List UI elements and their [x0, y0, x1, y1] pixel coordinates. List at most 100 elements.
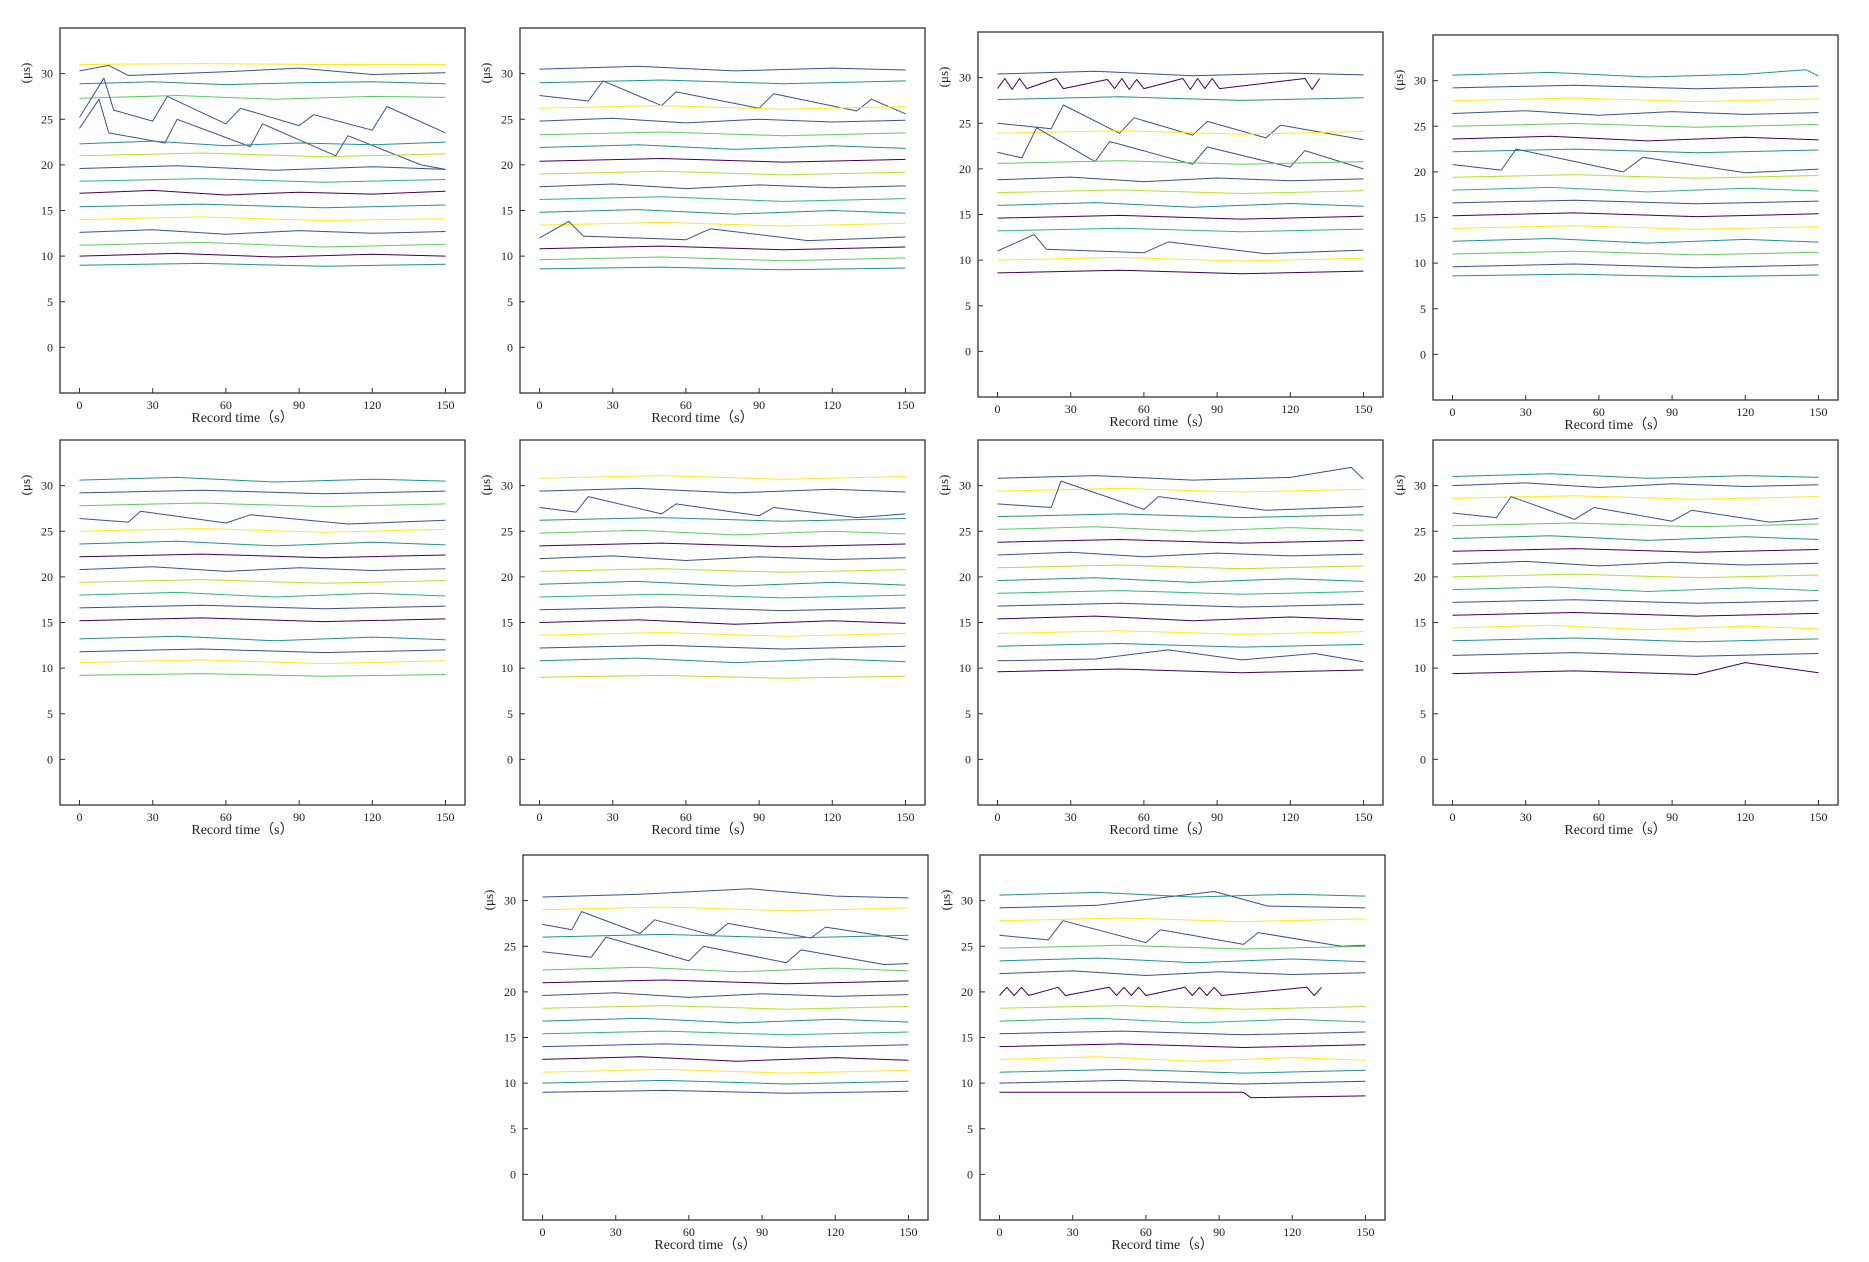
y-tick-label: 25 [501, 524, 513, 538]
series-line [1452, 652, 1819, 657]
y-tick-label: 10 [1414, 661, 1426, 675]
series-line [1452, 263, 1819, 269]
x-axis-label: Record time（s） [1564, 822, 1666, 838]
series-line [542, 1005, 909, 1010]
series-line [542, 906, 909, 912]
series-line [79, 540, 446, 547]
y-tick-label: 15 [1414, 616, 1426, 630]
series-line [997, 526, 1364, 532]
series-line [1452, 186, 1819, 193]
series-line [79, 528, 446, 533]
y-tick-label: 20 [504, 985, 516, 999]
plot-frame [59, 27, 466, 394]
series-line [542, 1079, 909, 1085]
series-line [539, 517, 906, 522]
y-tick-label: 25 [959, 116, 971, 130]
series-line [79, 635, 446, 642]
x-tick-label: 60 [683, 1225, 695, 1239]
series-line [79, 77, 446, 134]
series-line [1452, 123, 1819, 128]
x-tick-label: 60 [1593, 405, 1605, 419]
series-line [997, 127, 1364, 170]
x-tick-label: 90 [293, 810, 305, 824]
x-tick-label: 60 [1593, 810, 1605, 824]
series-line [79, 591, 446, 598]
series-line [79, 579, 446, 584]
series-line [1452, 482, 1819, 488]
series-line [999, 1005, 1366, 1010]
x-tick-label: 150 [436, 398, 454, 412]
y-tick-label: 30 [41, 67, 53, 81]
series-line [1452, 473, 1819, 479]
x-tick-label: 30 [610, 1225, 622, 1239]
y-tick-label: 15 [41, 616, 53, 630]
series-line [79, 64, 446, 76]
y-tick-label: 25 [501, 112, 513, 126]
x-tick-label: 30 [1065, 402, 1077, 416]
y-tick-label: 25 [41, 524, 53, 538]
y-tick-label: 0 [47, 340, 53, 354]
x-tick-label: 30 [1067, 1225, 1079, 1239]
series-line [539, 131, 906, 137]
y-tick-label: 30 [504, 894, 516, 908]
y-tick-label: 10 [41, 249, 53, 263]
y-tick-label: 25 [961, 939, 973, 953]
series-line [1452, 662, 1819, 675]
series-line [1452, 238, 1819, 244]
series-line [1452, 573, 1819, 579]
x-tick-label: 90 [293, 398, 305, 412]
series-line [79, 673, 446, 677]
x-tick-label: 60 [220, 398, 232, 412]
x-tick-label: 120 [823, 810, 841, 824]
x-tick-label: 0 [540, 1225, 546, 1239]
y-tick-label: 25 [1414, 524, 1426, 538]
x-tick-label: 90 [756, 1225, 768, 1239]
x-axis-label: Record time（s） [191, 410, 293, 426]
series-line [539, 117, 906, 124]
plot-frame [977, 31, 1384, 398]
x-tick-label: 150 [1356, 1225, 1374, 1239]
series-line [999, 944, 1366, 950]
series-line [997, 564, 1364, 570]
y-tick-label: 15 [501, 204, 513, 218]
y-tick-label: 20 [1414, 570, 1426, 584]
series-line [999, 1043, 1366, 1048]
y-axis-label: (μs) [18, 475, 33, 496]
y-tick-label: 20 [959, 570, 971, 584]
y-tick-label: 5 [507, 295, 513, 309]
x-tick-label: 150 [899, 1225, 917, 1239]
series-line [539, 266, 906, 271]
y-tick-label: 0 [507, 340, 513, 354]
y-tick-label: 25 [1414, 119, 1426, 133]
x-tick-label: 150 [1809, 405, 1827, 419]
series-line [539, 487, 906, 494]
series-line [539, 555, 906, 561]
x-tick-label: 120 [1736, 810, 1754, 824]
series-line [999, 1079, 1366, 1085]
series-line [539, 529, 906, 536]
series-line [79, 617, 446, 623]
y-tick-label: 25 [959, 524, 971, 538]
series-line [542, 1089, 909, 1094]
series-line [1452, 560, 1819, 567]
panel-4: 0 5 10 15 20 25 30 0 30 60 90 120 150 Record time（s） (… [1391, 34, 1839, 433]
y-axis-label: (μs) [481, 890, 496, 911]
x-axis-label: Record time（s） [654, 1237, 756, 1253]
series-line [1452, 548, 1819, 553]
series-line [79, 604, 446, 610]
series-line [997, 643, 1364, 648]
series-line [997, 160, 1364, 165]
series-line [539, 657, 906, 664]
x-axis-label: Record time（s） [1109, 822, 1211, 838]
plot-frame [1432, 34, 1839, 401]
series-line [539, 568, 906, 573]
y-tick-label: 30 [959, 479, 971, 493]
series-line [79, 476, 446, 483]
y-tick-label: 20 [961, 985, 973, 999]
y-axis-label: (μs) [478, 475, 493, 496]
series-line [999, 1017, 1366, 1024]
series-line [542, 979, 909, 985]
y-tick-label: 20 [501, 158, 513, 172]
y-axis-label: (μs) [1391, 475, 1406, 496]
series-line [79, 566, 446, 572]
